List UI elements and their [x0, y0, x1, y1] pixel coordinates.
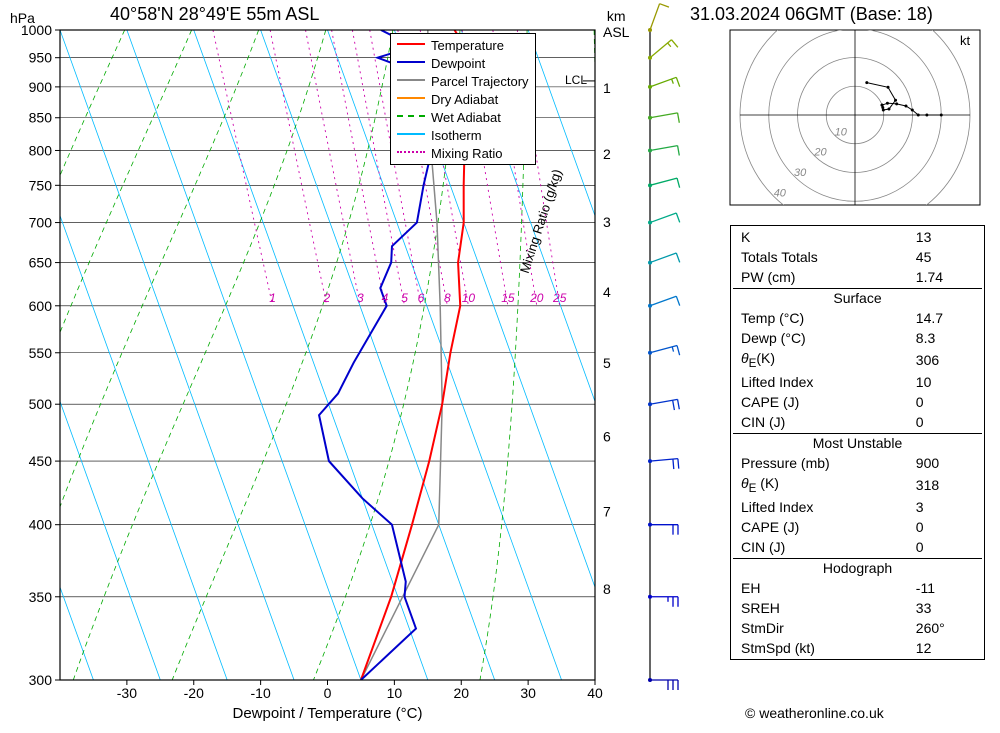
- svg-text:10: 10: [835, 126, 848, 138]
- svg-text:4: 4: [603, 284, 611, 300]
- svg-text:300: 300: [29, 672, 53, 688]
- legend-swatch: [397, 115, 425, 119]
- legend-label: Mixing Ratio: [431, 146, 503, 161]
- svg-text:10: 10: [462, 291, 476, 305]
- svg-text:7: 7: [603, 504, 611, 520]
- legend-row: Mixing Ratio: [397, 144, 529, 162]
- legend-label: Temperature: [431, 38, 504, 53]
- svg-text:450: 450: [29, 453, 53, 469]
- svg-text:850: 850: [29, 110, 53, 126]
- svg-text:5: 5: [603, 355, 611, 371]
- legend-row: Dewpoint: [397, 54, 529, 72]
- legend-label: Isotherm: [431, 128, 482, 143]
- svg-text:25: 25: [552, 291, 567, 305]
- svg-text:700: 700: [29, 215, 53, 231]
- svg-text:400: 400: [29, 517, 53, 533]
- table-row: θE (K)318: [733, 474, 982, 496]
- table-row: CIN (J)0: [733, 413, 982, 431]
- section-head: Most Unstable: [733, 433, 982, 452]
- svg-text:kt: kt: [960, 33, 971, 48]
- svg-text:1: 1: [603, 80, 611, 96]
- svg-text:2: 2: [322, 291, 330, 305]
- table-row: SREH33: [733, 599, 982, 617]
- legend-swatch: [397, 97, 425, 101]
- svg-text:650: 650: [29, 255, 53, 271]
- table-row: Pressure (mb)900: [733, 454, 982, 472]
- table-row: Lifted Index10: [733, 373, 982, 391]
- table-row: Dewp (°C)8.3: [733, 329, 982, 347]
- svg-text:40: 40: [587, 685, 603, 701]
- svg-text:900: 900: [29, 79, 53, 95]
- svg-text:3: 3: [603, 214, 611, 230]
- table-row: CIN (J)0: [733, 538, 982, 556]
- indices-table: K13 Totals Totals45 PW (cm)1.74 Surface Temp…: [730, 225, 985, 660]
- svg-text:500: 500: [29, 396, 53, 412]
- svg-text:950: 950: [29, 50, 53, 66]
- svg-text:LCL: LCL: [565, 73, 587, 87]
- table-row: EH-11: [733, 579, 982, 597]
- section-head: Hodograph: [733, 558, 982, 577]
- svg-text:0: 0: [324, 685, 332, 701]
- legend-swatch: [397, 61, 425, 65]
- table-row: Totals Totals45: [733, 248, 982, 266]
- svg-text:2: 2: [603, 146, 611, 162]
- svg-text:8: 8: [444, 291, 451, 305]
- svg-text:550: 550: [29, 345, 53, 361]
- svg-text:5: 5: [401, 291, 408, 305]
- svg-text:15: 15: [501, 291, 515, 305]
- root: 40°58'N 28°49'E 55m ASL 31.03.2024 06GMT…: [0, 0, 1000, 733]
- table-row: K13: [733, 228, 982, 246]
- section-head: Surface: [733, 288, 982, 307]
- svg-text:350: 350: [29, 589, 53, 605]
- table-row: Temp (°C)14.7: [733, 309, 982, 327]
- svg-text:-30: -30: [117, 685, 137, 701]
- legend-swatch: [397, 133, 425, 137]
- legend-label: Parcel Trajectory: [431, 74, 529, 89]
- svg-text:10: 10: [387, 685, 403, 701]
- copyright: © weatheronline.co.uk: [745, 705, 884, 721]
- table-row: θE(K)306: [733, 349, 982, 371]
- table-row: CAPE (J)0: [733, 393, 982, 411]
- svg-text:20: 20: [813, 147, 827, 159]
- legend-label: Dry Adiabat: [431, 92, 498, 107]
- table-row: CAPE (J)0: [733, 518, 982, 536]
- legend-swatch: [397, 79, 425, 83]
- legend-swatch: [397, 43, 425, 47]
- svg-text:40: 40: [774, 187, 787, 199]
- svg-text:6: 6: [418, 291, 425, 305]
- svg-text:600: 600: [29, 298, 53, 314]
- svg-text:20: 20: [453, 685, 469, 701]
- legend-row: Dry Adiabat: [397, 90, 529, 108]
- legend-box: Temperature Dewpoint Parcel Trajectory Dry …: [390, 33, 536, 165]
- table-row: StmSpd (kt)12: [733, 639, 982, 657]
- svg-text:3: 3: [357, 291, 364, 305]
- table-row: PW (cm)1.74: [733, 268, 982, 286]
- svg-text:20: 20: [529, 291, 544, 305]
- svg-text:1000: 1000: [21, 22, 52, 38]
- table-row: StmDir260°: [733, 619, 982, 637]
- svg-text:750: 750: [29, 177, 53, 193]
- legend-swatch: [397, 151, 425, 155]
- svg-text:Dewpoint / Temperature (°C): Dewpoint / Temperature (°C): [233, 705, 423, 722]
- svg-text:4: 4: [382, 291, 389, 305]
- legend-row: Isotherm: [397, 126, 529, 144]
- svg-text:800: 800: [29, 142, 53, 158]
- svg-text:-10: -10: [251, 685, 271, 701]
- svg-text:8: 8: [603, 581, 611, 597]
- svg-text:1: 1: [269, 291, 276, 305]
- svg-text:Mixing Ratio (g/kg): Mixing Ratio (g/kg): [517, 167, 565, 275]
- legend-row: Temperature: [397, 36, 529, 54]
- svg-text:-20: -20: [184, 685, 204, 701]
- legend-label: Dewpoint: [431, 56, 485, 71]
- table-row: Lifted Index3: [733, 498, 982, 516]
- legend-row: Wet Adiabat: [397, 108, 529, 126]
- svg-text:6: 6: [603, 428, 611, 444]
- legend-label: Wet Adiabat: [431, 110, 501, 125]
- svg-text:30: 30: [794, 167, 807, 179]
- svg-text:30: 30: [520, 685, 536, 701]
- legend-row: Parcel Trajectory: [397, 72, 529, 90]
